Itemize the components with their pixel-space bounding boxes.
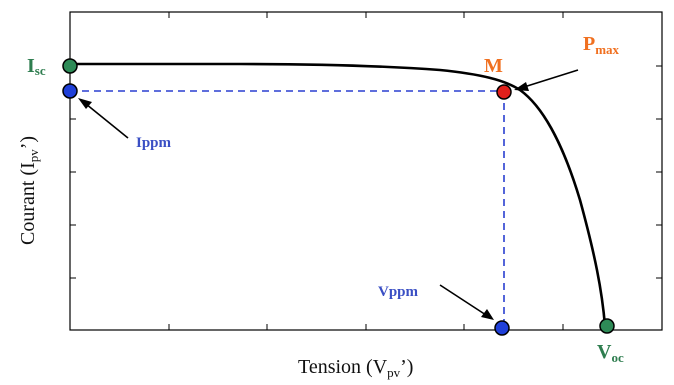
vppm-arrow xyxy=(439,284,494,320)
y-axis-ticks xyxy=(70,65,662,279)
isc-label: Isc xyxy=(27,55,46,78)
iv-curve xyxy=(70,62,607,327)
ippm-point xyxy=(62,83,78,99)
pmax-arrow xyxy=(514,69,579,91)
vppm-label: Vppm xyxy=(378,284,419,300)
x-axis-title: Tension (Vpv’) xyxy=(298,356,413,380)
ippm-label: Ippm xyxy=(136,135,172,151)
pmax-label: Pmax xyxy=(583,33,620,57)
isc-point xyxy=(62,58,78,74)
y-axis-title: Courant (Ipv’) xyxy=(17,136,41,245)
voc-label: Voc xyxy=(597,341,624,365)
x-axis-ticks xyxy=(168,12,564,330)
vppm-point xyxy=(494,320,510,336)
m-label: M xyxy=(484,55,503,77)
mpp-point xyxy=(496,84,512,100)
ippm-arrow xyxy=(78,98,129,139)
plot-frame xyxy=(69,11,663,331)
voc-point xyxy=(599,318,615,334)
